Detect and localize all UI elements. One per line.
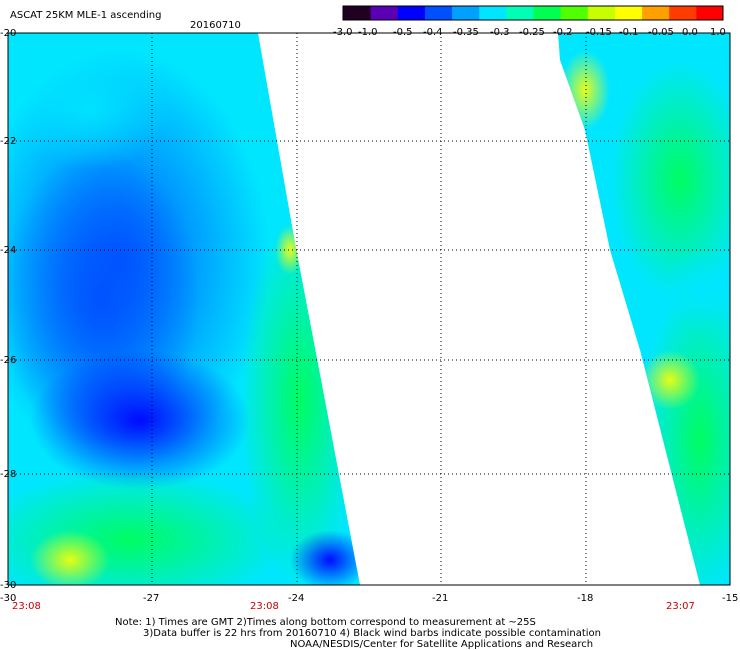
- colorbar-label: 1.0: [710, 27, 726, 38]
- lat-label: -30: [0, 580, 17, 591]
- lat-label: -20: [0, 28, 17, 39]
- lon-label: -18: [577, 593, 594, 604]
- colorbar-label: -0.2: [553, 27, 573, 38]
- note-line-3: NOAA/NESDIS/Center for Satellite Applica…: [290, 639, 594, 650]
- colorbar-label: 0.0: [682, 27, 698, 38]
- pass-time: 23:07: [666, 601, 695, 612]
- colorbar: [342, 5, 724, 21]
- lat-label: -28: [0, 469, 17, 480]
- colorbar-segment: [424, 6, 453, 20]
- lon-label: -24: [288, 593, 305, 604]
- colorbar-label: -0.4: [423, 27, 443, 38]
- colorbar-segment: [343, 6, 371, 20]
- colorbar-segment: [560, 6, 588, 20]
- colorbar-segment: [370, 6, 398, 20]
- colorbar-label: -3.0: [333, 27, 353, 38]
- colorbar-segment: [614, 6, 643, 20]
- colorbar-label: -0.3: [490, 27, 510, 38]
- note-line-2: 3)Data buffer is 22 hrs from 20160710 4)…: [143, 628, 601, 639]
- colorbar-segment: [451, 6, 480, 20]
- colorbar-segment: [397, 6, 425, 20]
- lon-label: -27: [143, 593, 160, 604]
- pass-time: 23:08: [12, 601, 41, 612]
- colorbar-label: -0.5: [393, 27, 413, 38]
- pass-time: 23:08: [250, 601, 279, 612]
- lat-label: -24: [0, 245, 17, 256]
- colorbar-segment: [668, 6, 697, 20]
- colorbar-label: -0.15: [586, 27, 612, 38]
- map-title: ASCAT 25KM MLE-1 ascending: [10, 10, 162, 21]
- lon-label: -15: [722, 593, 739, 604]
- colorbar-segment: [641, 6, 670, 20]
- colorbar-segment: [587, 6, 615, 20]
- lon-label: -30: [0, 593, 17, 604]
- colorbar-segment: [478, 6, 507, 20]
- colorbar-label: -0.1: [619, 27, 639, 38]
- note-line-1: Note: 1) Times are GMT 2)Times along bot…: [115, 617, 536, 628]
- lon-label: -21: [432, 593, 449, 604]
- colorbar-label: -0.25: [519, 27, 545, 38]
- colorbar-label: -0.05: [648, 27, 674, 38]
- colorbar-segment: [505, 6, 534, 20]
- left-swath: [8, 33, 360, 585]
- lat-label: -22: [0, 136, 17, 147]
- lat-label: -26: [0, 355, 17, 366]
- colorbar-frame: [342, 5, 724, 21]
- colorbar-label: -0.35: [453, 27, 479, 38]
- gridlines: [8, 33, 730, 585]
- right-swath: [558, 33, 730, 585]
- colorbar-label: -1.0: [358, 27, 378, 38]
- map-date: 20160710: [190, 20, 241, 31]
- colorbar-segment: [533, 6, 561, 20]
- colorbar-segment: [695, 6, 724, 20]
- map-frame: [7, 32, 731, 586]
